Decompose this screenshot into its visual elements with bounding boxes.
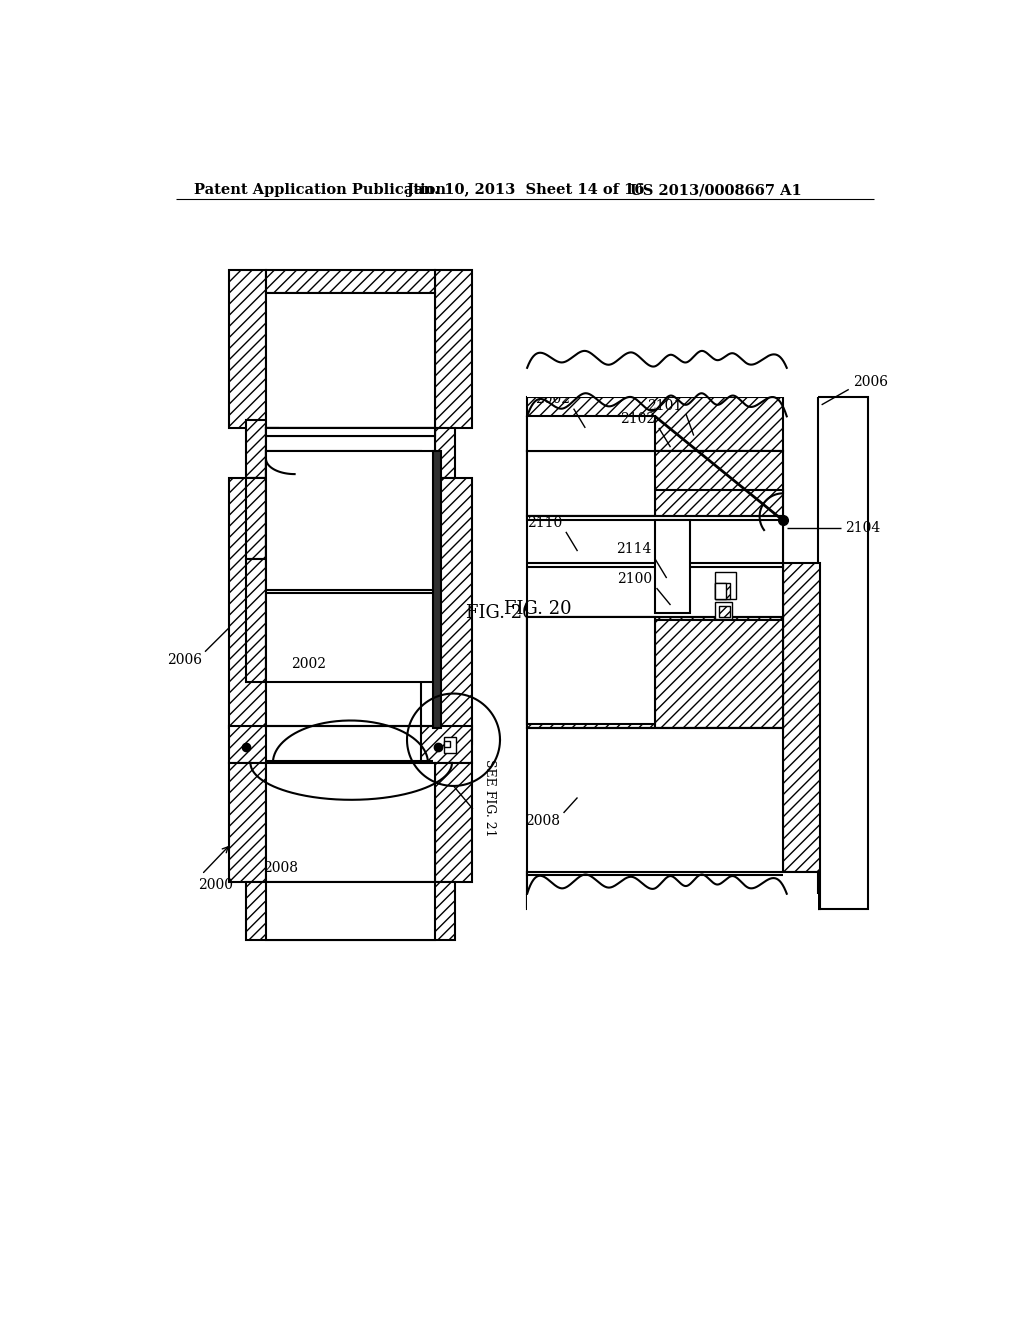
Bar bbox=[435, 428, 455, 478]
Text: FIG. 21: FIG. 21 bbox=[608, 946, 676, 965]
Bar bbox=[228, 478, 266, 729]
Bar bbox=[246, 558, 266, 682]
Text: 2114: 2114 bbox=[615, 543, 651, 557]
Bar bbox=[246, 478, 266, 558]
Bar bbox=[266, 763, 435, 882]
Bar bbox=[266, 451, 435, 682]
Bar bbox=[266, 428, 278, 478]
Bar bbox=[527, 321, 818, 397]
Bar bbox=[527, 451, 783, 520]
Bar bbox=[228, 763, 266, 882]
Bar bbox=[655, 616, 783, 729]
Bar bbox=[655, 520, 690, 612]
Bar bbox=[655, 451, 783, 494]
Text: 2101: 2101 bbox=[647, 399, 682, 412]
Bar bbox=[783, 562, 820, 909]
Text: 2002: 2002 bbox=[535, 392, 569, 407]
Text: 2100: 2100 bbox=[617, 572, 652, 586]
Bar bbox=[266, 451, 421, 729]
Text: 2002: 2002 bbox=[291, 656, 326, 671]
Bar bbox=[527, 873, 818, 909]
Text: FIG. 20: FIG. 20 bbox=[504, 599, 571, 618]
Text: 2000: 2000 bbox=[198, 878, 232, 892]
Bar bbox=[527, 416, 655, 451]
Bar bbox=[266, 428, 435, 436]
Bar bbox=[527, 367, 783, 397]
Bar bbox=[246, 420, 266, 478]
Text: FIG. 20: FIG. 20 bbox=[466, 603, 534, 622]
Text: 2110: 2110 bbox=[526, 516, 562, 529]
Bar bbox=[719, 606, 730, 618]
Text: US 2013/0008667 A1: US 2013/0008667 A1 bbox=[630, 183, 802, 197]
Bar bbox=[527, 616, 783, 729]
Bar bbox=[228, 726, 472, 763]
Bar bbox=[527, 516, 783, 616]
Bar bbox=[527, 451, 655, 516]
Bar bbox=[444, 742, 451, 747]
Text: 2104: 2104 bbox=[845, 521, 880, 535]
Bar bbox=[715, 583, 726, 599]
Text: Jan. 10, 2013  Sheet 14 of 16: Jan. 10, 2013 Sheet 14 of 16 bbox=[407, 183, 644, 197]
Text: SEE FIG. 21: SEE FIG. 21 bbox=[483, 759, 496, 837]
Bar bbox=[228, 271, 266, 428]
Bar bbox=[266, 293, 435, 428]
Text: Patent Application Publication: Patent Application Publication bbox=[194, 183, 445, 197]
Text: 2008: 2008 bbox=[524, 814, 560, 829]
Bar bbox=[444, 738, 456, 752]
Bar bbox=[435, 478, 472, 743]
Bar bbox=[715, 602, 732, 619]
Bar bbox=[266, 271, 435, 293]
Bar bbox=[266, 428, 435, 558]
Bar bbox=[527, 873, 818, 907]
Bar bbox=[266, 882, 435, 940]
Bar bbox=[527, 397, 783, 451]
Bar bbox=[435, 271, 472, 428]
Bar bbox=[246, 882, 455, 940]
Bar bbox=[266, 726, 421, 763]
Bar bbox=[435, 763, 472, 882]
Bar bbox=[527, 616, 655, 729]
Bar bbox=[818, 397, 868, 909]
Bar bbox=[715, 583, 730, 599]
Bar bbox=[527, 616, 655, 725]
Bar bbox=[655, 490, 783, 616]
Text: 2006: 2006 bbox=[167, 653, 202, 667]
Bar bbox=[527, 729, 783, 875]
Text: 2006: 2006 bbox=[853, 375, 888, 389]
Bar bbox=[433, 451, 441, 729]
Text: 2008: 2008 bbox=[263, 861, 299, 875]
Text: 2102: 2102 bbox=[620, 412, 655, 425]
Bar bbox=[527, 894, 818, 986]
Bar bbox=[715, 572, 736, 599]
